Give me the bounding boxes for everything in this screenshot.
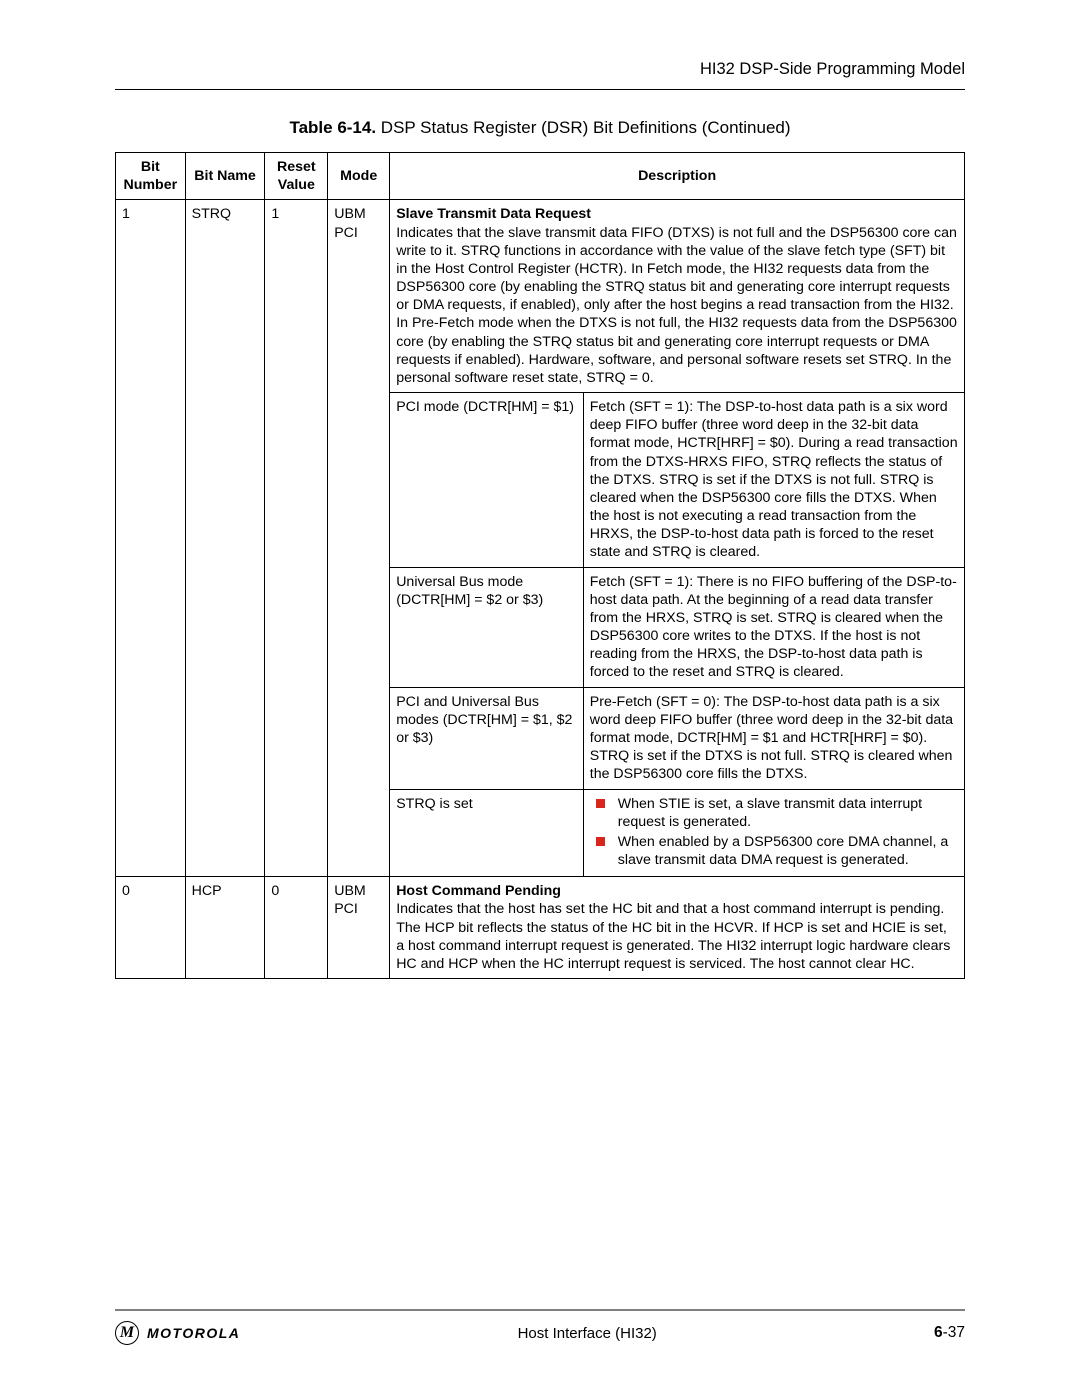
col-reset-value: Reset Value <box>265 153 328 200</box>
cell-reset-value: 1 <box>265 200 328 877</box>
col-mode: Mode <box>328 153 390 200</box>
col-bit-name: Bit Name <box>185 153 265 200</box>
subrow-right: Pre-Fetch (SFT = 0): The DSP-to-host dat… <box>583 687 964 789</box>
cell-reset-value: 0 <box>265 877 328 979</box>
desc-body: Indicates that the host has set the HC b… <box>396 901 950 972</box>
table-caption: Table 6-14. DSP Status Register (DSR) Bi… <box>115 118 965 138</box>
subrow-right: Fetch (SFT = 1): The DSP-to-host data pa… <box>583 393 964 568</box>
dsr-bit-table: Bit Number Bit Name Reset Value Mode Des… <box>115 152 965 979</box>
cell-mode: UBM PCI <box>328 200 390 877</box>
cell-description: Slave Transmit Data Request Indicates th… <box>390 200 965 393</box>
desc-title: Host Command Pending <box>396 883 561 899</box>
cell-mode: UBM PCI <box>328 877 390 979</box>
footer-rule <box>115 1309 965 1311</box>
bullet-item: When STIE is set, a slave transmit data … <box>594 795 958 831</box>
header-rule <box>115 89 965 90</box>
subrow-right: Fetch (SFT = 1): There is no FIFO buffer… <box>583 567 964 687</box>
col-description: Description <box>390 153 965 200</box>
desc-title: Slave Transmit Data Request <box>396 206 591 222</box>
footer-brand: M MOTOROLA <box>115 1321 240 1345</box>
table-row: 0 HCP 0 UBM PCI Host Command Pending Ind… <box>116 877 965 979</box>
subrow-left: PCI and Universal Bus modes (DCTR[HM] = … <box>390 687 584 789</box>
bullet-item: When enabled by a DSP56300 core DMA chan… <box>594 833 958 869</box>
footer-center-text: Host Interface (HI32) <box>240 1325 934 1342</box>
bullet-list: When STIE is set, a slave transmit data … <box>590 795 958 870</box>
subrow-left: STRQ is set <box>390 789 584 877</box>
col-bit-number: Bit Number <box>116 153 186 200</box>
cell-bit-number: 1 <box>116 200 186 877</box>
caption-label: Table 6-14. <box>289 118 376 137</box>
subrow-left: Universal Bus mode (DCTR[HM] = $2 or $3) <box>390 567 584 687</box>
cell-description: Host Command Pending Indicates that the … <box>390 877 965 979</box>
caption-title: DSP Status Register (DSR) Bit Definition… <box>376 118 790 137</box>
motorola-wordmark: MOTOROLA <box>147 1325 240 1341</box>
page-number: 6-37 <box>934 1324 965 1342</box>
page-footer: M MOTOROLA Host Interface (HI32) 6-37 <box>115 1309 965 1345</box>
subrow-left: PCI mode (DCTR[HM] = $1) <box>390 393 584 568</box>
table-header-row: Bit Number Bit Name Reset Value Mode Des… <box>116 153 965 200</box>
section-title: HI32 DSP-Side Programming Model <box>115 60 965 79</box>
subrow-right: When STIE is set, a slave transmit data … <box>583 789 964 877</box>
desc-body: Indicates that the slave transmit data F… <box>396 225 957 386</box>
cell-bit-number: 0 <box>116 877 186 979</box>
page-number-chapter: 6 <box>934 1324 943 1341</box>
table-row: 1 STRQ 1 UBM PCI Slave Transmit Data Req… <box>116 200 965 393</box>
motorola-logo-icon: M <box>115 1321 139 1345</box>
cell-bit-name: STRQ <box>185 200 265 877</box>
page-number-page: -37 <box>943 1324 965 1341</box>
cell-bit-name: HCP <box>185 877 265 979</box>
